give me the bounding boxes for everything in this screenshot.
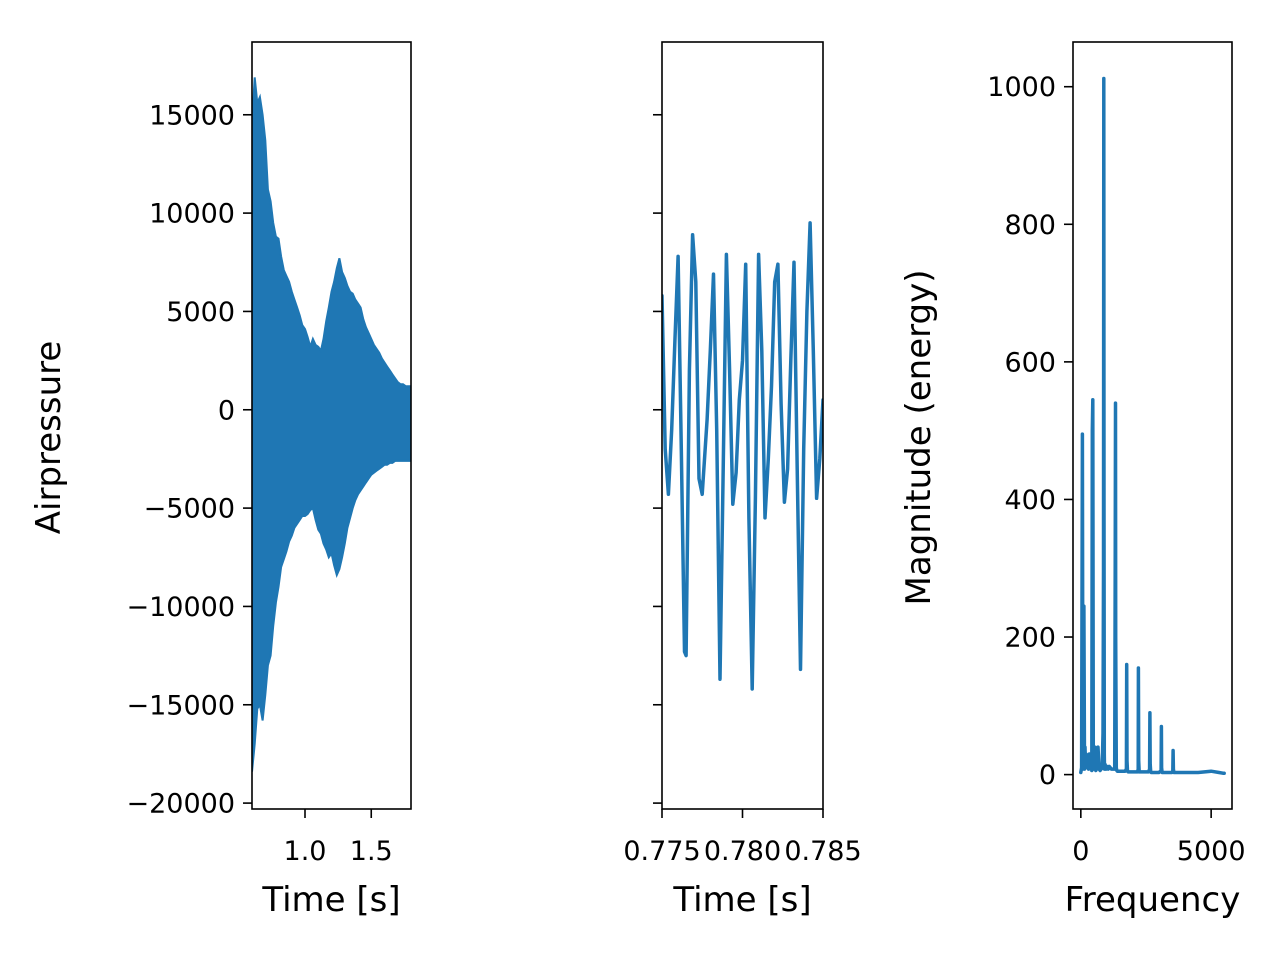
spectrum-ytick-label: 600 [1004, 347, 1056, 378]
zoom-panel: 0.775 0.780 0.785 Time [s] [623, 41, 862, 920]
waveform-ytick-label: 5000 [166, 297, 235, 328]
spectrum-xtick-label: 5000 [1177, 836, 1246, 867]
spectrum-ytick-label: 1000 [987, 72, 1056, 103]
waveform-ytick-label: −20000 [126, 789, 235, 820]
spectrum-ylabel: Magnitude (energy) [899, 270, 939, 606]
waveform-ytick-label: 0 [218, 395, 235, 426]
waveform-axes-frame [251, 41, 412, 810]
waveform-xtick-label: 1.5 [350, 836, 393, 867]
waveform-ytick-label: −10000 [126, 592, 235, 623]
zoom-series-line [662, 221, 823, 691]
waveform-panel: −20000 −15000 −10000 −5000 0 5000 10000 15000 1.… [29, 41, 412, 920]
spectrum-ytick-label: 400 [1004, 485, 1056, 516]
zoom-xlabel: Time [s] [672, 880, 811, 920]
spectrum-axes-frame [1072, 41, 1233, 810]
waveform-xtick-label: 1.0 [284, 836, 327, 867]
zoom-xtick-label: 0.775 [623, 836, 700, 867]
waveform-ytick-label: −15000 [126, 690, 235, 721]
waveform-series-envelope [252, 77, 411, 772]
spectrum-ytick-label: 200 [1004, 623, 1056, 654]
waveform-ylabel: Airpressure [29, 341, 69, 535]
waveform-ytick-label: −5000 [144, 494, 235, 525]
zoom-xtick-label: 0.785 [784, 836, 861, 867]
spectrum-panel: 0 200 400 600 800 1000 0 5000 Frequency Magnitude… [899, 41, 1246, 920]
zoom-xtick-label: 0.780 [704, 836, 781, 867]
waveform-ytick-label: 10000 [149, 199, 235, 230]
spectrum-ytick-label: 0 [1039, 760, 1056, 791]
spectrum-series-line [1079, 76, 1226, 775]
spectrum-xtick-label: 0 [1072, 836, 1089, 867]
waveform-xlabel: Time [s] [261, 880, 400, 920]
zoom-axes-frame [661, 41, 824, 810]
spectrum-ytick-label: 800 [1004, 210, 1056, 241]
waveform-ytick-label: 15000 [149, 100, 235, 131]
spectrum-xlabel: Frequency [1065, 880, 1241, 920]
